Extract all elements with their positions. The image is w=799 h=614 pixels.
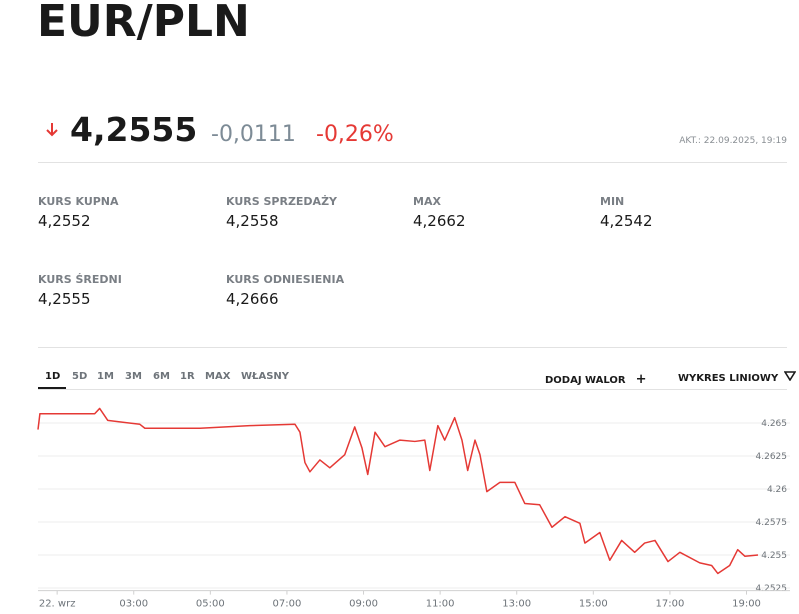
stat-value: 4,2662 [413, 212, 466, 230]
tab[interactable]: 6M [153, 371, 170, 382]
y-tick-label: 4.26 [767, 485, 787, 495]
down-arrow [46, 123, 58, 137]
caret [783, 371, 797, 382]
tab[interactable]: 1R [180, 371, 195, 382]
stat-value: 4,2666 [226, 290, 279, 308]
tab[interactable]: MAX [205, 371, 231, 382]
change: -0,0111 [211, 122, 296, 147]
tab[interactable]: 1D [45, 371, 61, 382]
x-tick-label: 09:00 [349, 599, 378, 610]
stat-value: 4,2558 [226, 212, 279, 230]
tab[interactable]: 1M [97, 371, 114, 382]
chart-type-label[interactable]: WYKRES LINIOWY [678, 373, 779, 384]
x-tick-label: 05:00 [196, 599, 225, 610]
price: 4,2555 [70, 110, 198, 149]
stat-label: MAX [413, 195, 441, 208]
stat-label: KURS ODNIESIENIA [226, 273, 345, 286]
x-tick-label: 17:00 [656, 599, 685, 610]
x-tick-label: 19:00 [732, 599, 761, 610]
stat-label: MIN [600, 195, 625, 208]
change-pct: -0,26% [316, 122, 394, 147]
separator [38, 389, 787, 390]
updated: AKT.: 22.09.2025, 19:19 [679, 136, 787, 146]
separator [38, 347, 787, 348]
stat-value: 4,2542 [600, 212, 653, 230]
y-tick-label: 4.255 [761, 551, 787, 561]
separator [38, 162, 787, 163]
x-tick-label: 22. wrz [39, 599, 76, 610]
x-tick-label: 11:00 [426, 599, 455, 610]
tab[interactable]: 3M [125, 371, 142, 382]
x-tick-label: 15:00 [579, 599, 608, 610]
chart-type-button[interactable]: WYKRES LINIOWY [678, 371, 797, 384]
y-tick-label: 4.2625 [756, 452, 788, 462]
x-tick-label: 13:00 [502, 599, 531, 610]
stat-label: KURS ŚREDNI [38, 273, 122, 286]
stat-label: KURS KUPNA [38, 195, 119, 208]
x-tick-label: 07:00 [273, 599, 302, 610]
stat-value: 4,2552 [38, 212, 91, 230]
tab-underline [38, 387, 66, 390]
title: EUR/PLN [37, 0, 250, 47]
stat-value: 4,2555 [38, 290, 91, 308]
price-line [37, 407, 759, 575]
x-tick-label: 03:00 [119, 599, 148, 610]
tab[interactable]: 5D [72, 371, 88, 382]
add-button[interactable]: DODAJ WALOR + [545, 372, 647, 387]
y-tick-label: 4.2525 [756, 584, 788, 594]
y-tick-label: 4.2575 [756, 518, 788, 528]
stat-label: KURS SPRZEDAŻY [226, 195, 338, 208]
y-tick-label: 4.265 [761, 419, 787, 429]
add-label[interactable]: DODAJ WALOR [545, 375, 626, 386]
tab[interactable]: WŁASNY [241, 371, 290, 382]
